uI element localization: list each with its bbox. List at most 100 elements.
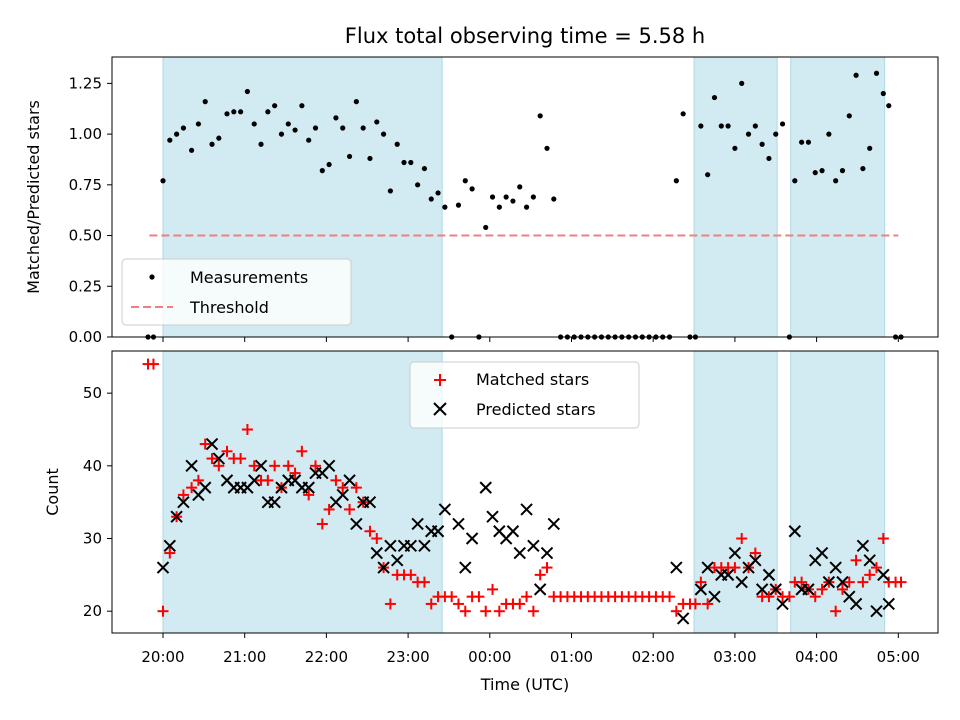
y-tick-label: 40 bbox=[83, 457, 102, 475]
measurement-point bbox=[216, 135, 222, 141]
measurement-point bbox=[272, 103, 278, 109]
bottom-y-ticks: 20 30 40 50 bbox=[83, 384, 112, 620]
measurement-point bbox=[537, 113, 543, 119]
matched-star-point bbox=[269, 460, 281, 472]
measurement-point bbox=[224, 111, 230, 117]
predicted-star-point bbox=[248, 474, 261, 487]
measurement-point bbox=[167, 137, 173, 143]
measurement-point bbox=[805, 139, 812, 145]
matched-star-point bbox=[289, 467, 301, 479]
measurement-point bbox=[209, 141, 215, 147]
predicted-star-point bbox=[788, 525, 802, 538]
measurement-point bbox=[374, 119, 380, 125]
matched-star-point bbox=[843, 576, 855, 588]
measurement-point bbox=[496, 204, 502, 210]
measurement-point bbox=[326, 161, 332, 168]
matched-star-point bbox=[186, 482, 198, 494]
measurement-point bbox=[401, 159, 407, 166]
observing-window-3 bbox=[790, 56, 886, 338]
matched-star-point bbox=[729, 562, 741, 574]
measurement-point bbox=[353, 99, 359, 105]
measurement-point bbox=[867, 145, 873, 151]
matched-star-point bbox=[877, 533, 889, 545]
measurement-point bbox=[319, 168, 325, 174]
observing-window-1 bbox=[162, 350, 443, 634]
measurement-point bbox=[160, 178, 166, 184]
measurement-point bbox=[705, 172, 711, 178]
predicted-star-point bbox=[836, 575, 849, 589]
predicted-star-point bbox=[755, 583, 769, 596]
matched-star-points bbox=[142, 358, 907, 617]
predicted-star-point bbox=[870, 604, 883, 618]
x-tick-label: 00:00 bbox=[468, 648, 511, 666]
top-panel: 0.00 0.25 0.50 0.75 1.00 1.25 Flux total obse… bbox=[24, 24, 939, 346]
x-tick-label: 02:00 bbox=[632, 648, 675, 666]
legend-measurements-marker bbox=[149, 274, 155, 280]
observing-window-2 bbox=[693, 350, 778, 634]
top-legend: Measurements Threshold bbox=[121, 258, 352, 326]
matched-star-point bbox=[736, 533, 748, 545]
measurement-point bbox=[312, 125, 319, 131]
matched-star-point bbox=[527, 605, 539, 617]
matched-star-point bbox=[850, 554, 862, 566]
matched-star-point bbox=[702, 598, 714, 610]
x-tick-label: 23:00 bbox=[386, 648, 429, 666]
measurement-point bbox=[799, 139, 805, 145]
predicted-star-point bbox=[199, 481, 212, 494]
predicted-star-point bbox=[212, 452, 226, 465]
measurement-point bbox=[812, 170, 818, 176]
matched-star-point bbox=[816, 583, 828, 595]
measurement-point bbox=[421, 165, 428, 172]
matched-star-point bbox=[213, 460, 225, 472]
matched-star-point bbox=[157, 605, 169, 617]
predicted-star-point bbox=[170, 510, 183, 523]
matched-star-point bbox=[192, 474, 204, 486]
y-tick-label: 1.25 bbox=[69, 74, 102, 92]
matched-star-point bbox=[282, 460, 294, 472]
predicted-star-point bbox=[856, 539, 870, 552]
matched-star-point bbox=[262, 474, 274, 486]
matched-star-point bbox=[895, 576, 907, 588]
legend-predicted-label: Predicted stars bbox=[476, 400, 596, 419]
measurement-point bbox=[174, 131, 180, 137]
predicted-star-point bbox=[438, 503, 452, 516]
measurement-point bbox=[333, 115, 339, 121]
predicted-star-point bbox=[322, 459, 336, 473]
matched-star-point bbox=[206, 453, 218, 465]
y-tick-label: 20 bbox=[83, 602, 102, 620]
matched-star-point bbox=[364, 525, 376, 537]
matched-star-point bbox=[857, 576, 869, 588]
measurement-point bbox=[285, 121, 291, 127]
predicted-star-point bbox=[452, 517, 465, 531]
matched-star-point bbox=[689, 598, 701, 610]
predicted-star-point bbox=[431, 525, 445, 538]
matched-star-point bbox=[534, 569, 546, 581]
measurement-point bbox=[886, 103, 892, 109]
matched-star-point bbox=[371, 533, 383, 545]
measurement-point bbox=[698, 123, 704, 129]
predicted-star-point bbox=[708, 590, 721, 603]
measurement-point bbox=[244, 88, 251, 95]
bottom-x-ticks: 20:00 21:00 22:00 23:00 00:00 01:00 02:00 03:00… bbox=[141, 633, 920, 666]
top-y-axis-label: Matched/Predicted stars bbox=[24, 100, 43, 294]
measurement-point bbox=[265, 109, 271, 115]
predicted-star-point bbox=[163, 539, 177, 552]
predicted-star-point bbox=[411, 517, 424, 531]
x-tick-label: 03:00 bbox=[713, 648, 756, 666]
x-tick-label: 05:00 bbox=[877, 648, 920, 666]
chart-title: Flux total observing time = 5.58 h bbox=[345, 24, 705, 48]
measurement-point bbox=[503, 194, 509, 200]
measurement-point bbox=[387, 188, 393, 194]
matched-star-point bbox=[164, 547, 176, 559]
measurement-point bbox=[231, 109, 237, 115]
matched-star-point bbox=[473, 591, 485, 603]
predicted-star-point bbox=[863, 554, 876, 567]
predicted-star-point bbox=[404, 539, 418, 552]
legend-measurements-label: Measurements bbox=[190, 268, 308, 287]
measurement-point bbox=[278, 131, 285, 137]
measurement-point bbox=[673, 178, 679, 184]
observing-window-3 bbox=[790, 350, 886, 634]
top-legend-box bbox=[121, 258, 352, 326]
y-tick-label: 0.00 bbox=[69, 328, 102, 346]
